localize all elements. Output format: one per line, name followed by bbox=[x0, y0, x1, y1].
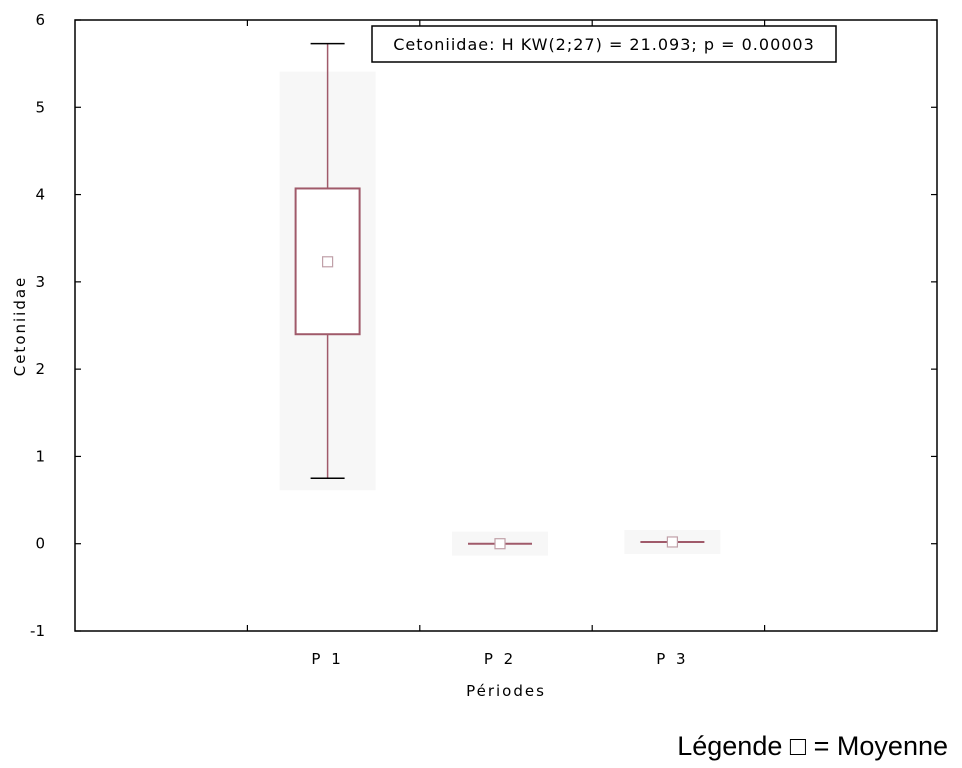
x-tick-label: P 3 bbox=[656, 650, 688, 668]
mean-marker bbox=[494, 538, 506, 550]
y-tick-label: 5 bbox=[35, 98, 45, 116]
legend-text: Légende □ = Moyenne bbox=[677, 731, 948, 761]
y-axis-title: Cetoniidae bbox=[11, 276, 29, 377]
box-group bbox=[624, 529, 721, 554]
y-tick-label: 2 bbox=[35, 360, 45, 378]
y-tick-label: 1 bbox=[35, 447, 45, 465]
box-group bbox=[452, 531, 548, 556]
x-tick-label: P 2 bbox=[484, 650, 516, 668]
annotation-text: Cetoniidae: H KW(2;27) = 21.093; p = 0.0… bbox=[393, 35, 815, 54]
y-tick-label: 4 bbox=[35, 186, 45, 204]
annotation-box: Cetoniidae: H KW(2;27) = 21.093; p = 0.0… bbox=[371, 25, 837, 63]
x-axis-ticks: P 1 P 2 P 3 bbox=[246, 20, 766, 668]
y-tick-label: 0 bbox=[35, 535, 45, 553]
y-tick-label: 6 bbox=[35, 11, 45, 29]
plot-border bbox=[74, 19, 938, 632]
box-group bbox=[279, 42, 376, 491]
y-tick-label: 3 bbox=[35, 273, 45, 291]
plot-frame bbox=[74, 19, 938, 632]
annotation-frame bbox=[371, 25, 837, 63]
box-plots bbox=[279, 42, 721, 556]
x-axis-title: Périodes bbox=[466, 682, 546, 700]
y-axis-ticks: -1 0 1 2 3 4 5 6 bbox=[30, 11, 937, 640]
mean-marker bbox=[666, 536, 679, 548]
y-tick-label: -1 bbox=[30, 622, 45, 640]
mean-marker bbox=[322, 256, 334, 268]
x-tick-label: P 1 bbox=[311, 650, 343, 668]
